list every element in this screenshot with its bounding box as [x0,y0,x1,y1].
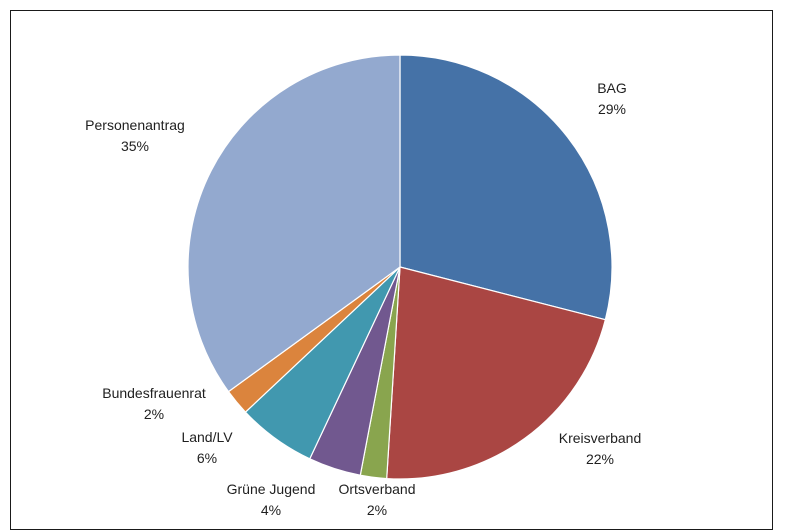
slice-percent-bundesfrauenrat: 2% [144,406,164,422]
slice-name-kreisverband: Kreisverband [559,430,642,446]
slice-percent-ortsverband: 2% [367,502,387,518]
slice-label-bag: BAG 29% [597,80,627,117]
slice-name-land-lv: Land/LV [181,429,233,445]
slice-percent-kreisverband: 22% [586,451,614,467]
pie-slices [187,54,613,480]
slice-label-land-lv: Land/LV 6% [181,429,233,466]
slice-label-ortsverband: Ortsverband 2% [338,481,415,518]
slice-percent-bag: 29% [598,101,626,117]
slice-name-gr-ne-jugend: Grüne Jugend [227,481,316,497]
slice-name-bag: BAG [597,80,627,96]
pie-slice-bag [399,54,613,321]
slice-percent-land-lv: 6% [197,450,217,466]
slice-label-kreisverband: Kreisverband 22% [559,430,642,467]
slice-percent-gr-ne-jugend: 4% [261,502,281,518]
pie-slice-kreisverband [386,266,607,480]
slice-name-ortsverband: Ortsverband [338,481,415,497]
pie-slice-personenantrag [187,54,401,393]
slice-name-bundesfrauenrat: Bundesfrauenrat [102,385,206,401]
pie-labels: BAG 29% Kreisverband 22% Ortsverband 2% Grüne … [85,80,641,518]
slice-label-bundesfrauenrat: Bundesfrauenrat 2% [102,385,206,422]
slice-label-gr-ne-jugend: Grüne Jugend 4% [227,481,316,518]
slice-name-personenantrag: Personenantrag [85,117,185,133]
slice-percent-personenantrag: 35% [121,138,149,154]
slice-label-personenantrag: Personenantrag 35% [85,117,185,154]
